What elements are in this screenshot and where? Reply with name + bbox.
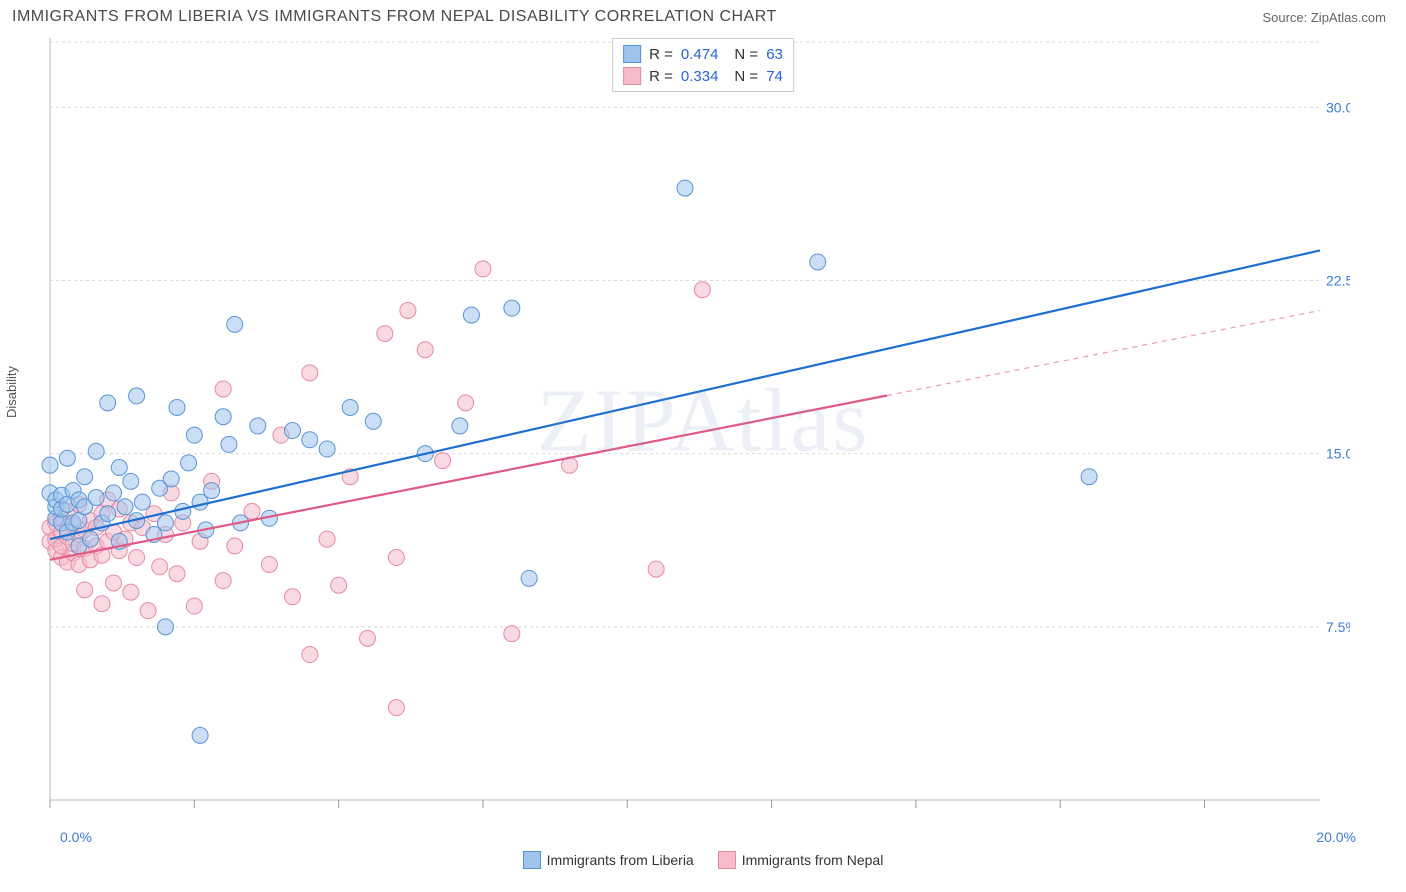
swatch-nepal (623, 67, 641, 85)
series-legend: Immigrants from Liberia Immigrants from … (0, 851, 1406, 869)
legend-row-liberia: R = 0.474 N = 63 (623, 43, 783, 65)
r-label: R = (649, 68, 673, 85)
correlation-legend: R = 0.474 N = 63 R = 0.334 N = 74 (612, 38, 794, 92)
legend-item-nepal: Immigrants from Nepal (718, 851, 884, 869)
r-label: R = (649, 46, 673, 63)
series-label-liberia: Immigrants from Liberia (547, 852, 694, 868)
y-axis-label: Disability (4, 365, 19, 417)
source-link[interactable]: ZipAtlas.com (1311, 10, 1386, 25)
r-value-liberia: 0.474 (681, 46, 719, 63)
chart-container: Disability ZIPAtlas 7.5%15.0%22.5%30.0% … (10, 30, 1396, 845)
n-value-nepal: 74 (766, 68, 783, 85)
swatch-liberia-b (523, 851, 541, 869)
source-label: Source: (1262, 10, 1310, 25)
svg-text:30.0%: 30.0% (1326, 99, 1350, 115)
chart-title: IMMIGRANTS FROM LIBERIA VS IMMIGRANTS FR… (12, 8, 777, 26)
swatch-nepal-b (718, 851, 736, 869)
scatter-chart: 7.5% 15.0% 22.5% 30.0% (10, 30, 1350, 820)
chart-header: IMMIGRANTS FROM LIBERIA VS IMMIGRANTS FR… (0, 0, 1406, 30)
n-label: N = (734, 68, 758, 85)
svg-text:7.5%: 7.5% (1326, 619, 1350, 635)
svg-text:22.5%: 22.5% (1326, 272, 1350, 288)
n-label: N = (734, 46, 758, 63)
x-start-label: 0.0% (60, 829, 92, 845)
swatch-liberia (623, 45, 641, 63)
source-line: Source: ZipAtlas.com (1262, 10, 1386, 25)
legend-item-liberia: Immigrants from Liberia (523, 851, 694, 869)
r-value-nepal: 0.334 (681, 68, 719, 85)
series-label-nepal: Immigrants from Nepal (742, 852, 884, 868)
legend-row-nepal: R = 0.334 N = 74 (623, 65, 783, 87)
x-end-label: 20.0% (1316, 829, 1356, 845)
svg-text:15.0%: 15.0% (1326, 446, 1350, 462)
n-value-liberia: 63 (766, 46, 783, 63)
